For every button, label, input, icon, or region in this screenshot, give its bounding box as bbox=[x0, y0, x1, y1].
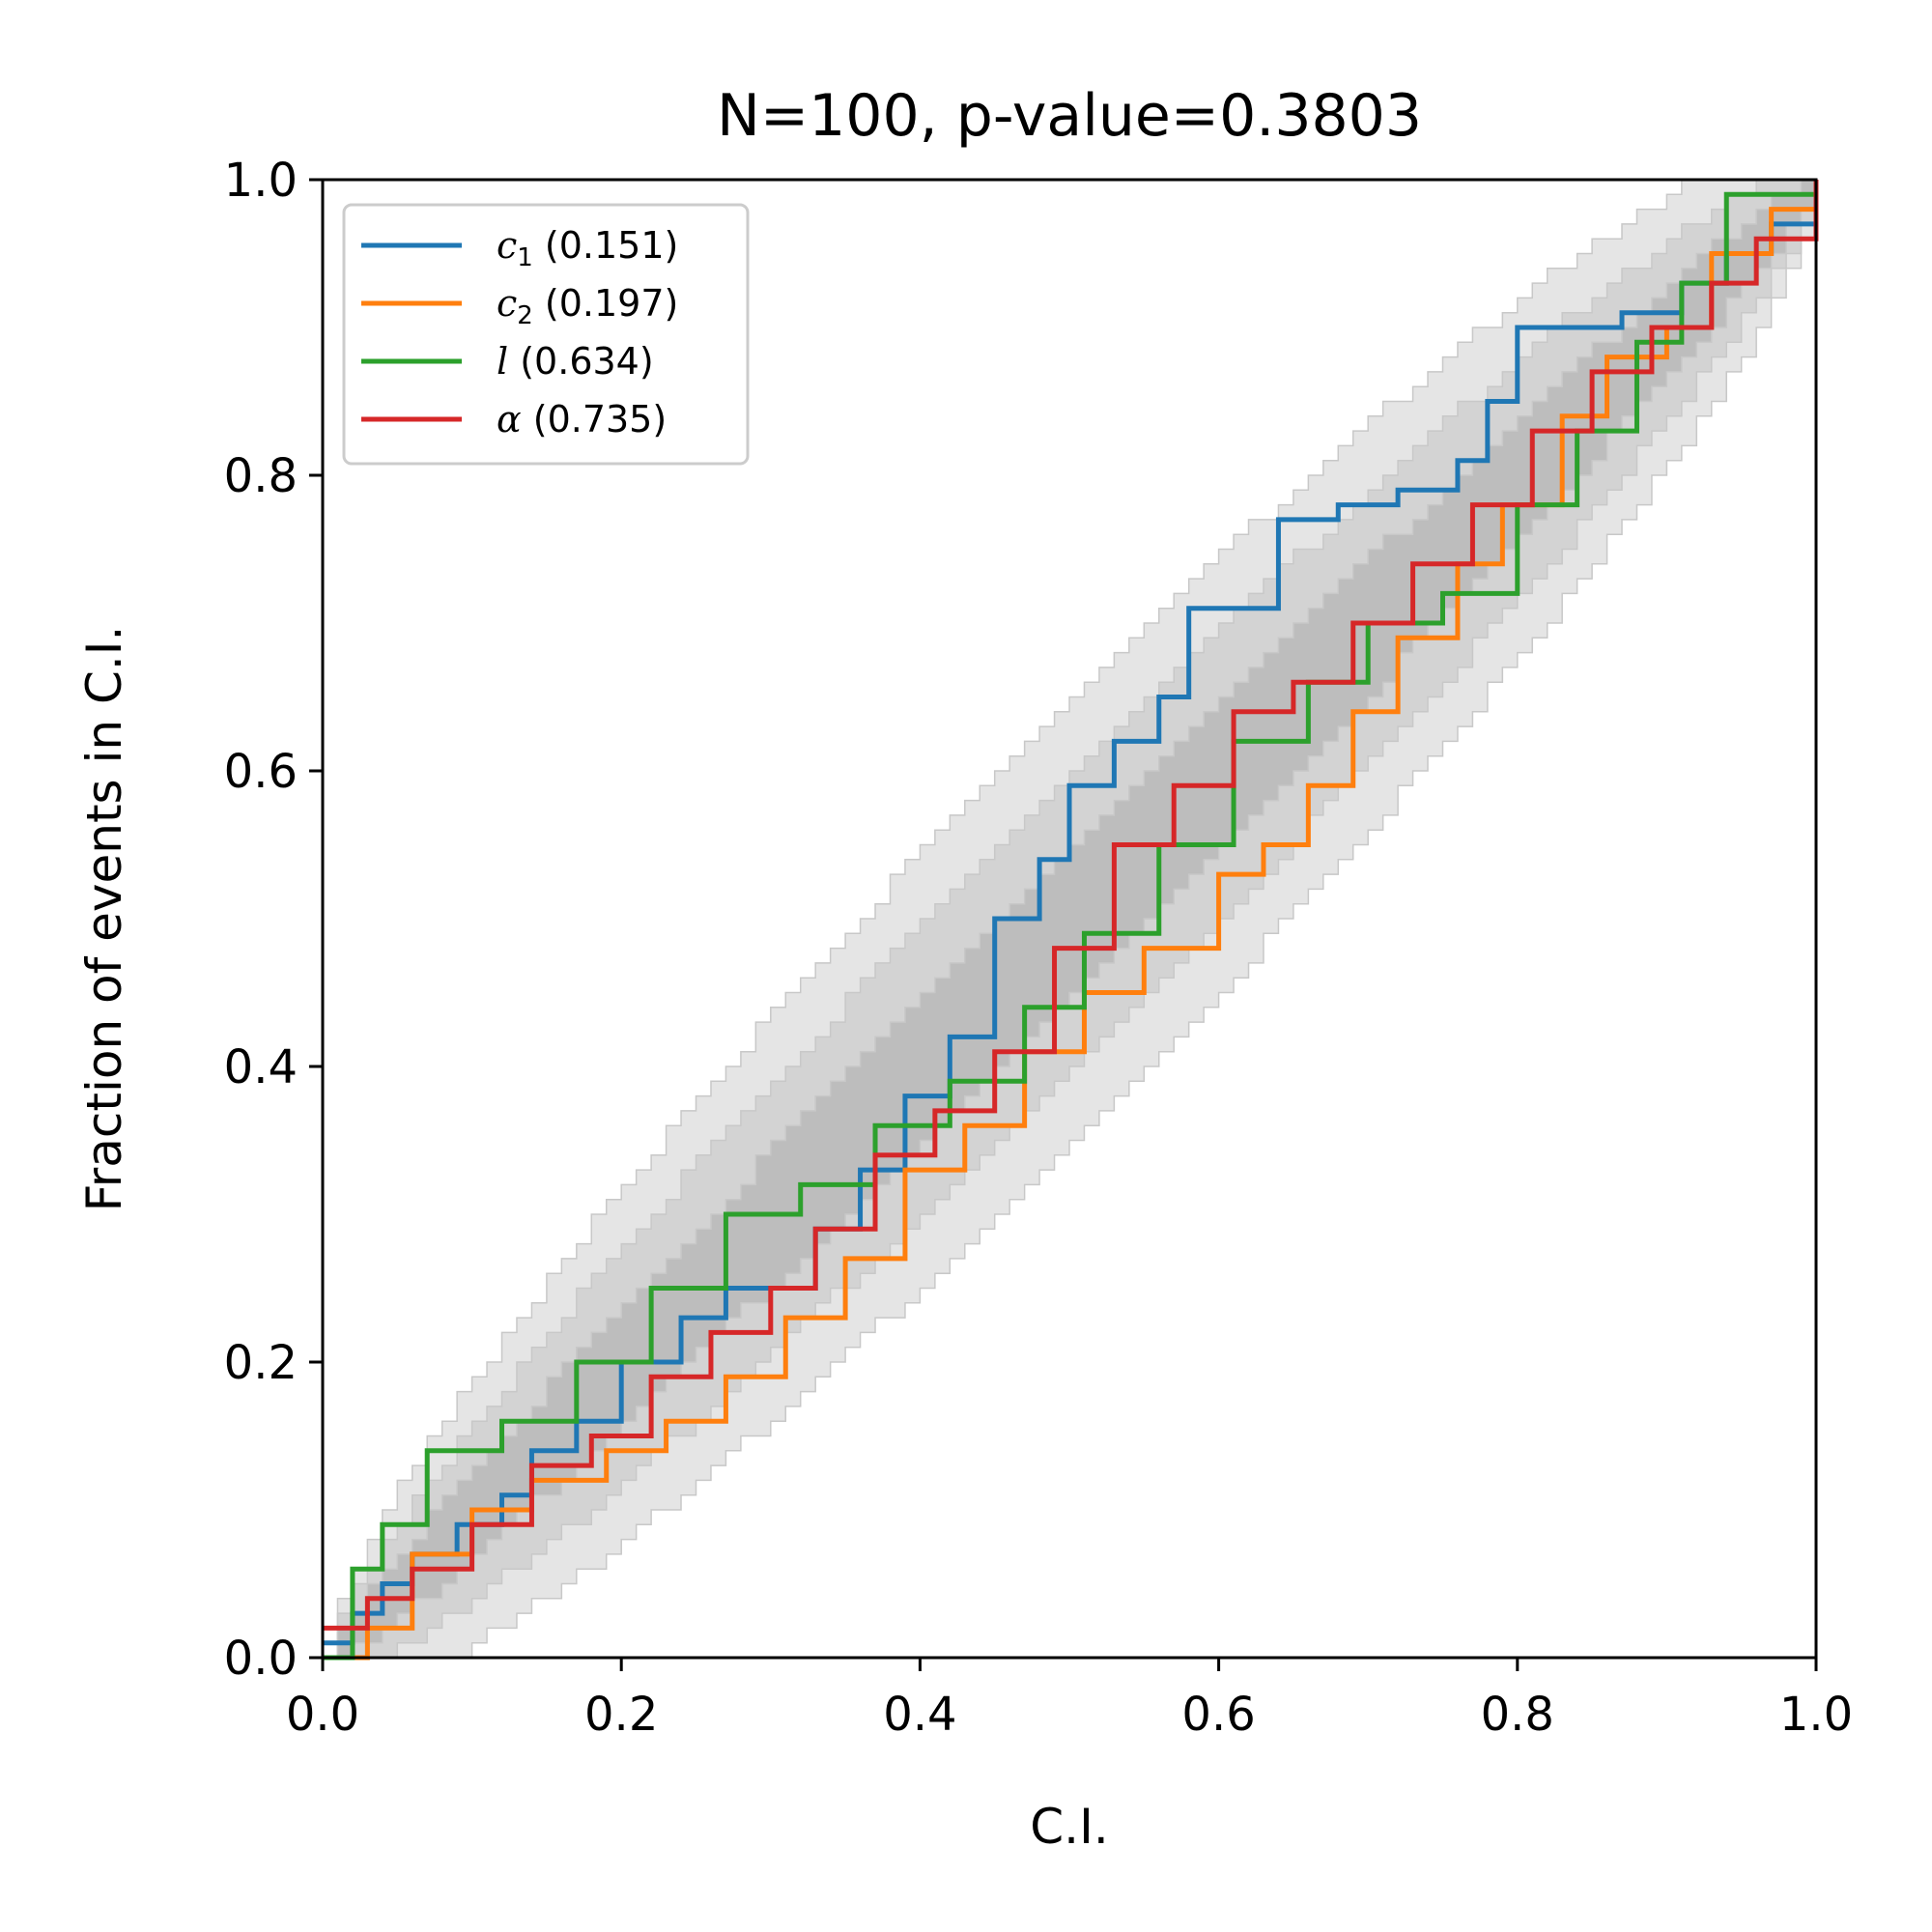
legend-label-c1: c1 (0.151) bbox=[497, 224, 678, 272]
x-tick-label: 0.8 bbox=[1481, 1688, 1554, 1742]
y-tick-label: 0.6 bbox=[224, 745, 298, 799]
y-tick-label: 0.4 bbox=[224, 1040, 298, 1094]
y-axis-label: Fraction of events in C.I. bbox=[76, 626, 132, 1212]
series-line-c2 bbox=[323, 180, 1819, 1661]
legend-label-l: l (0.634) bbox=[497, 340, 654, 383]
series-line-l bbox=[323, 180, 1819, 1661]
chart-title: N=100, p-value=0.3803 bbox=[717, 82, 1422, 150]
x-tick-label: 0.6 bbox=[1181, 1688, 1255, 1742]
y-tick-label: 0.2 bbox=[224, 1336, 298, 1390]
axis-ticks: 0.0 0.2 0.4 0.6 0.8 1.0 0.0 0.2 0.4 0.6 0.8 1.0 bbox=[224, 154, 1854, 1742]
series-lines bbox=[323, 180, 1819, 1661]
x-tick-label: 0.0 bbox=[286, 1688, 359, 1742]
legend: c1 (0.151) c2 (0.197) l (0.634) α (0.735) bbox=[342, 203, 750, 466]
axes-frame bbox=[321, 178, 1818, 1660]
y-tick-label: 0.0 bbox=[224, 1632, 298, 1686]
legend-label-alpha: α (0.735) bbox=[497, 398, 667, 440]
x-tick-label: 0.4 bbox=[883, 1688, 956, 1742]
x-axis-label: C.I. bbox=[1030, 1799, 1108, 1855]
series-line-c1 bbox=[323, 180, 1819, 1646]
y-tick-label: 0.8 bbox=[224, 449, 298, 503]
y-tick-label: 1.0 bbox=[224, 154, 298, 208]
series-line-alpha bbox=[323, 180, 1819, 1631]
x-tick-label: 1.0 bbox=[1779, 1688, 1853, 1742]
legend-box bbox=[342, 203, 750, 466]
x-tick-label: 0.2 bbox=[584, 1688, 658, 1742]
legend-label-c2: c2 (0.197) bbox=[497, 282, 678, 330]
